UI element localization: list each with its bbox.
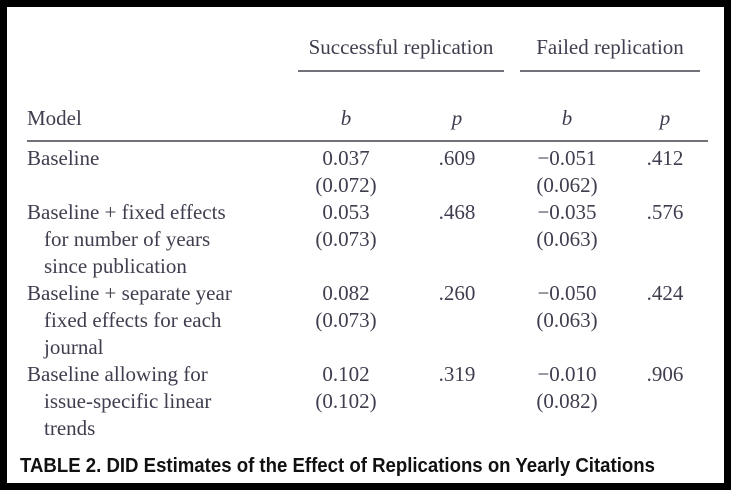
b-successful-cell: 0.053 (0.073)	[315, 200, 377, 251]
group-header-failed-cell: Failed replication	[512, 12, 708, 72]
column-header-b-successful: b	[290, 72, 402, 142]
column-header-p-successful: p	[402, 72, 513, 142]
b-failed-cell: −0.051 (0.062)	[536, 146, 598, 197]
column-header-p-failed: p	[622, 72, 709, 142]
p-failed-cell: .412	[646, 146, 684, 170]
p-successful-cell: .609	[438, 146, 476, 170]
table-row: Baseline + fixed effects for number of ye…	[27, 199, 708, 280]
did-estimates-table: Successful replication Failed replicatio…	[27, 12, 709, 442]
p-successful-cell: .468	[438, 200, 476, 224]
b-successful-cell: 0.102 (0.102)	[315, 362, 377, 413]
p-successful-cell: .319	[438, 362, 476, 386]
model-label: Baseline + fixed effects for number of ye…	[27, 200, 226, 278]
table-row: Baseline allowing for issue-specific line…	[27, 361, 708, 442]
p-failed-cell: .576	[646, 200, 684, 224]
column-header-row: Model b p b p	[27, 72, 709, 142]
model-label: Baseline + separate year fixed effects fo…	[27, 281, 232, 359]
p-failed-cell: .424	[646, 281, 684, 305]
table-caption: TABLE 2. DID Estimates of the Effect of …	[20, 455, 655, 477]
b-failed-cell: −0.050 (0.063)	[536, 281, 598, 332]
group-header-successful: Successful replication	[298, 34, 505, 72]
p-successful-cell: .260	[438, 281, 476, 305]
b-successful-cell: 0.037 (0.072)	[315, 146, 377, 197]
b-successful-cell: 0.082 (0.073)	[315, 281, 377, 332]
b-failed-cell: −0.035 (0.063)	[536, 200, 598, 251]
p-failed-cell: .906	[646, 362, 684, 386]
group-header-failed: Failed replication	[520, 34, 701, 72]
table-row: Baseline + separate year fixed effects fo…	[27, 280, 708, 361]
column-header-model: Model	[27, 72, 290, 142]
group-header-successful-cell: Successful replication	[290, 12, 512, 72]
group-header-spacer	[27, 12, 290, 72]
model-label: Baseline	[27, 146, 100, 170]
column-header-b-failed: b	[512, 72, 623, 142]
b-failed-cell: −0.010 (0.082)	[536, 362, 598, 413]
model-label: Baseline allowing for issue-specific line…	[27, 362, 212, 440]
table-row: Baseline 0.037 (0.072) .609 −0.051 (0.062) .41…	[27, 141, 708, 199]
table-body: Baseline 0.037 (0.072) .609 −0.051 (0.062) .41…	[27, 141, 708, 442]
group-header-row: Successful replication Failed replicatio…	[27, 12, 708, 72]
